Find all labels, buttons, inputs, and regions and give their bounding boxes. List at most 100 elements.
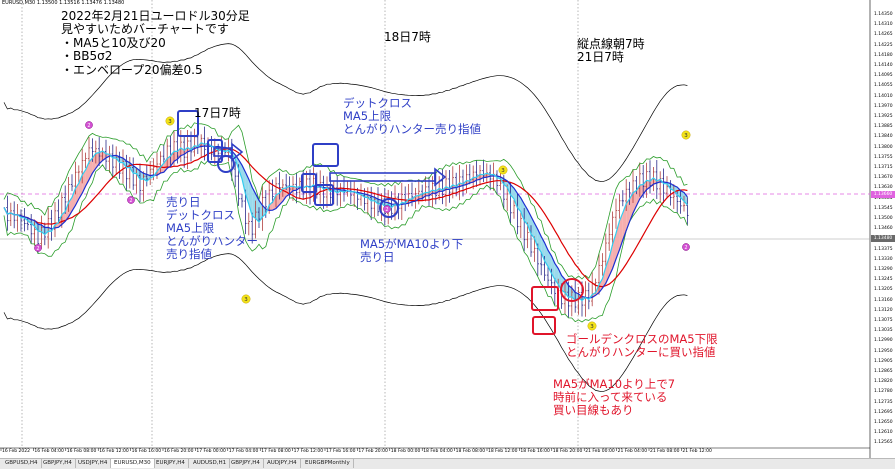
ohlc-bar (84, 153, 86, 168)
header-line-5: ・エンベロープ20偏差0.5 (61, 64, 250, 77)
price-tick-label: 1.14140 (874, 63, 893, 68)
dead-cross-top-2: MA5上限 (343, 110, 481, 123)
price-tick-label: 1.12905 (874, 359, 893, 364)
price-tick-label: 1.13330 (874, 257, 893, 262)
ohlc-bar (373, 193, 375, 218)
price-tick-label: 1.12820 (874, 379, 893, 384)
magenta-marker-label: 2 (129, 198, 132, 204)
ma5-above-1: MA5がMA10より上で7 (553, 378, 675, 391)
ohlc-bar (115, 146, 117, 174)
ohlc-bar (71, 174, 73, 191)
price-tick-label: 1.12990 (874, 338, 893, 343)
price-tick-label: 1.13205 (874, 287, 893, 292)
ohlc-bar (118, 152, 120, 179)
time-tick-label: 17 Feb 04:00 (229, 449, 259, 454)
ohlc-bar (88, 137, 90, 164)
time-tick-label: 17 Feb 20:00 (358, 449, 388, 454)
yellow-marker-label: 3 (168, 119, 172, 125)
vertical-line-note-1: 縦点線朝7時 (577, 38, 645, 51)
price-tick-label: 1.14265 (874, 32, 893, 37)
time-tick-label: 21 Feb 08:00 (650, 449, 680, 454)
ohlc-bar (193, 129, 195, 157)
price-tick-label: 1.14055 (874, 83, 893, 88)
sell-day-left-3: MA5上限 (166, 222, 258, 235)
yellow-marker-label: 3 (590, 324, 594, 330)
magenta-signal-marker: 2 (383, 205, 390, 212)
ohlc-bar (404, 186, 406, 211)
ohlc-bar (424, 176, 426, 201)
ohlc-bar (554, 278, 556, 305)
annotation-box (313, 144, 338, 166)
chart-tab[interactable]: AUDJPY,H4 (264, 459, 301, 468)
price-tick-label: 1.12565 (874, 440, 893, 445)
yellow-marker-label: 3 (501, 168, 505, 174)
ma5-above-3: 買い目線もあり (553, 404, 675, 417)
yellow-signal-marker: 3 (166, 117, 174, 125)
price-tick-label: 1.12865 (874, 369, 893, 374)
price-tick-label: 1.13755 (874, 155, 893, 160)
time-tick-label: 17 Feb 00:00 (196, 449, 226, 454)
ohlc-bar (615, 199, 617, 229)
ohlc-bar (588, 283, 590, 310)
chart-tab[interactable]: EURUSD,M30 (111, 459, 155, 468)
header-line-1: 2022年2月21日ユーロドル30分足 (61, 10, 250, 23)
vertical-line-note-2: 21日7時 (577, 51, 645, 64)
sell-day-left-4: とんがりハンター (166, 235, 258, 248)
ma5-above-note: MA5がMA10より上で7 時前に入って来ている 買い目線もあり (553, 378, 675, 417)
header-line-4: ・BB5σ2 (61, 50, 250, 63)
dead-cross-top-1: デットクロス (343, 97, 481, 110)
magenta-signal-marker: 2 (34, 244, 41, 251)
day17-label: 17日7時 (194, 107, 241, 120)
price-tick-label: 1.14225 (874, 43, 893, 48)
ohlc-bar (489, 165, 491, 191)
ohlc-bar (322, 176, 324, 209)
pink-line-price-badge: 1.13660 (871, 191, 895, 198)
ma20-line (4, 149, 687, 287)
ohlc-bar (448, 170, 450, 203)
ohlc-bar (659, 171, 661, 201)
ohlc-bar (401, 183, 403, 220)
sell-day-left-5: 売り指値 (166, 248, 258, 261)
ohlc-bar (356, 188, 358, 210)
chart-tab[interactable]: EURGBPMonthly (302, 459, 354, 468)
chart-tab[interactable]: USDJPY,H4 (75, 459, 111, 468)
time-tick-label: 18 Feb 08:00 (456, 449, 486, 454)
ohlc-bar (370, 187, 372, 220)
price-tick-label: 1.13545 (874, 206, 893, 211)
time-tick-label: 18 Feb 20:00 (553, 449, 583, 454)
chart-tab[interactable]: GBPUSD,H4 (2, 459, 42, 468)
ohlc-bar (10, 203, 12, 226)
time-tick-label: 21 Feb 04:00 (618, 449, 648, 454)
header-line-2: 見やすいためバーチャートです (61, 23, 250, 36)
ohlc-bar (122, 149, 124, 183)
golden-cross-note: ゴールデンクロスのMA5下限 とんがりハンターに買い指値 (566, 333, 718, 359)
time-tick-label: 17 Feb 16:00 (326, 449, 356, 454)
ohlc-bar (23, 208, 25, 231)
time-tick-label: 17 Feb 08:00 (261, 449, 291, 454)
chart-tab[interactable]: GBPJPY,H4 (40, 459, 76, 468)
chart-tab[interactable]: AUDUSD,H1 (190, 459, 230, 468)
time-tick-label: 16 Feb 16:00 (132, 449, 162, 454)
price-tick-label: 1.14350 (874, 12, 893, 17)
price-tick-label: 1.14310 (874, 22, 893, 27)
time-tick-label: 18 Feb 00:00 (391, 449, 421, 454)
annotation-box (302, 174, 316, 192)
ohlc-bar (601, 253, 603, 275)
chart-tab[interactable]: EURJPY,H4 (153, 459, 189, 468)
sell-day-left-note: 売り日 デットクロス MA5上限 とんがりハンター 売り指値 (166, 196, 258, 260)
ohlc-bar (622, 190, 624, 206)
price-tick-label: 1.13375 (874, 247, 893, 252)
ohlc-bar (108, 146, 110, 173)
price-tick-label: 1.12950 (874, 349, 893, 354)
ohlc-bar (16, 204, 18, 232)
yellow-signal-marker: 3 (499, 166, 507, 174)
price-tick-label: 1.12650 (874, 420, 893, 425)
ohlc-bar (649, 160, 651, 193)
chart-tab[interactable]: GBPJPY,H4 (228, 459, 264, 468)
price-tick-label: 1.13035 (874, 328, 893, 333)
price-tick-label: 1.13970 (874, 104, 893, 109)
